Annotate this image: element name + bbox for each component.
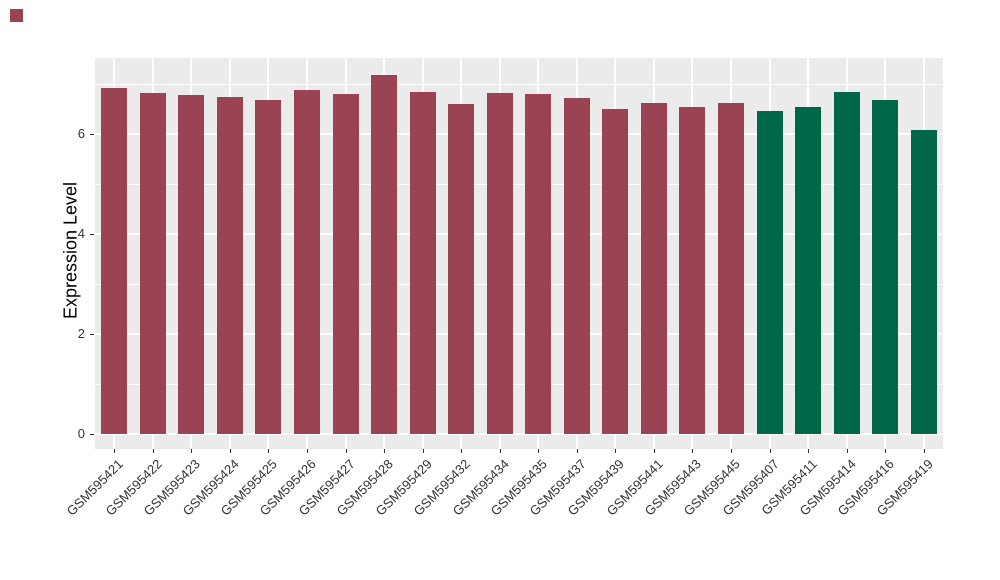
bar-GSM595424 — [216, 97, 243, 434]
x-tick-mark-GSM595414 — [846, 449, 848, 453]
x-tick-mark-GSM595411 — [808, 449, 810, 453]
x-tick-mark-GSM595423 — [191, 449, 193, 453]
bar-GSM595407 — [756, 111, 783, 434]
x-tick-mark-GSM595432 — [461, 449, 463, 453]
x-tick-mark-GSM595445 — [731, 449, 732, 453]
y-tick-mark-2 — [90, 334, 94, 335]
x-tick-mark-GSM595428 — [384, 449, 386, 453]
x-tick-mark-GSM595422 — [152, 449, 154, 453]
bar-GSM595432 — [448, 103, 475, 434]
y-axis-title: Expression Level — [60, 181, 81, 320]
gridline-major-y6 — [95, 133, 943, 135]
x-tick-mark-GSM595434 — [499, 449, 501, 453]
x-tick-mark-GSM595426 — [307, 449, 308, 453]
y-tick-mark-6 — [90, 134, 94, 135]
bar-GSM595437 — [563, 98, 590, 434]
bar-GSM595443 — [679, 107, 706, 434]
plot-panel — [95, 58, 943, 449]
bar-GSM595416 — [872, 100, 899, 434]
x-tick-mark-GSM595424 — [229, 449, 231, 453]
gridline-minor-y1 — [95, 383, 943, 385]
bar-GSM595414 — [833, 92, 860, 434]
y-tick-mark-0 — [90, 434, 94, 435]
x-tick-mark-GSM595435 — [538, 449, 540, 453]
x-tick-mark-GSM595419 — [923, 449, 925, 453]
bar-GSM595427 — [332, 93, 359, 434]
bar-GSM595428 — [371, 75, 398, 434]
gridline-minor-y5 — [95, 183, 943, 185]
gridline-major-y2 — [95, 333, 943, 335]
x-tick-mark-GSM595441 — [653, 449, 655, 453]
bar-GSM595423 — [178, 95, 205, 434]
x-tick-mark-GSM595407 — [769, 449, 771, 453]
y-tick-label-4: 4 — [77, 226, 85, 241]
bar-GSM595439 — [602, 108, 629, 434]
gridline-minor-y3 — [95, 283, 943, 285]
x-tick-mark-GSM595416 — [885, 449, 887, 453]
corner-marker — [10, 9, 23, 22]
gridline-minor-y7 — [95, 83, 943, 85]
bar-GSM595421 — [101, 88, 128, 434]
y-tick-label-2: 2 — [77, 326, 85, 341]
y-tick-label-0: 0 — [77, 426, 85, 441]
bar-GSM595435 — [525, 94, 552, 434]
bar-GSM595419 — [910, 129, 937, 434]
y-tick-label-6: 6 — [77, 126, 85, 141]
gridline-major-y0 — [95, 433, 943, 435]
x-tick-mark-GSM595439 — [615, 449, 617, 453]
bar-GSM595425 — [255, 99, 282, 434]
x-tick-mark-GSM595437 — [576, 449, 578, 453]
x-tick-mark-GSM595425 — [268, 449, 270, 453]
x-tick-mark-GSM595443 — [692, 449, 694, 453]
bar-GSM595411 — [795, 107, 822, 434]
bar-GSM595429 — [409, 92, 436, 434]
x-tick-mark-GSM595429 — [422, 449, 424, 453]
bar-GSM595434 — [486, 93, 513, 434]
bar-GSM595426 — [294, 90, 320, 434]
x-tick-mark-GSM595427 — [345, 449, 347, 453]
x-tick-mark-GSM595421 — [114, 449, 116, 453]
bar-GSM595445 — [718, 103, 744, 434]
y-tick-mark-4 — [90, 234, 94, 235]
bar-GSM595422 — [139, 92, 166, 434]
bar-GSM595441 — [640, 103, 667, 434]
gridline-major-y4 — [95, 233, 943, 235]
